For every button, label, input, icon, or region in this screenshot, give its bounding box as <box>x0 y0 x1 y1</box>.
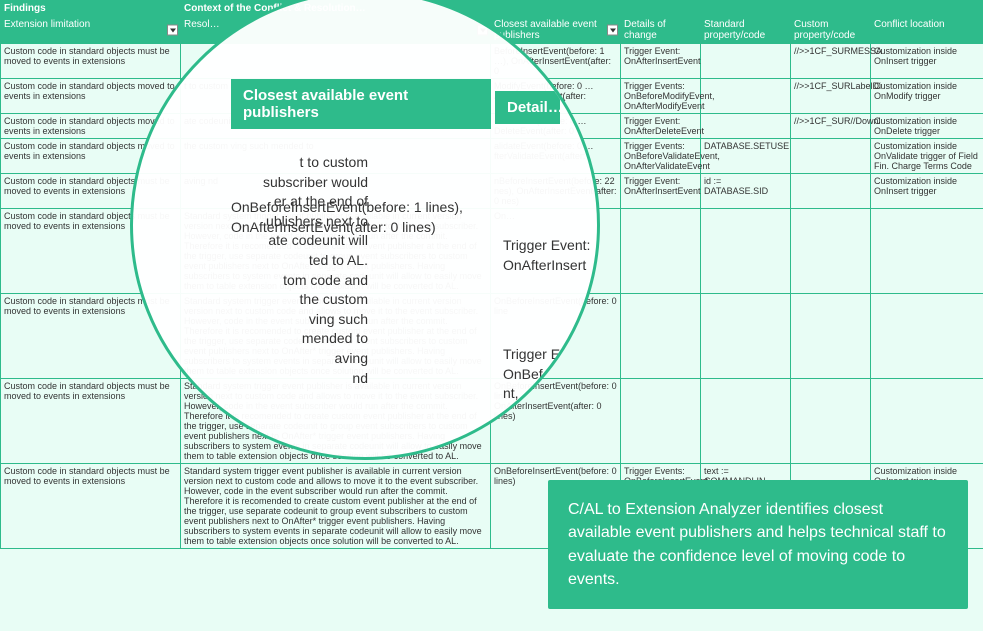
cell-details[interactable]: Trigger Event: OnAfterInsertEvent <box>621 174 701 209</box>
table-row[interactable]: Custom code in standard objects moved to… <box>1 79 983 114</box>
col-extension-limitation[interactable]: Extension limitation <box>1 17 181 44</box>
cell-loc[interactable]: Customization inside OnInsert trigger <box>871 174 983 209</box>
cell-resol[interactable] <box>181 44 491 79</box>
filter-dropdown-icon[interactable] <box>167 25 178 36</box>
cell-details[interactable]: Trigger Event: OnAfterInsertEvent <box>621 44 701 79</box>
cell-stdprop[interactable] <box>701 209 791 294</box>
col-closest-publishers[interactable]: Closest available event publishers <box>491 17 621 44</box>
cell-closest[interactable]: OnBeforeInsertEvent(before: 0 line <box>491 294 621 379</box>
analysis-table: Findings Context of the Conflict & Resol… <box>0 0 983 549</box>
cell-resol[interactable]: aving nd <box>181 174 491 209</box>
group-findings: Findings <box>1 1 181 17</box>
cell-loc[interactable]: Customization inside OnDelete trigger <box>871 114 983 139</box>
table-row[interactable]: Custom code in standard objects moved to… <box>1 139 983 174</box>
cell-resol[interactable]: t to custom subscriber would er at the e… <box>181 79 491 114</box>
cell-details[interactable]: Trigger Event: OnAfterDeleteEvent <box>621 114 701 139</box>
cell-stdprop[interactable]: id := DATABASE.SID <box>701 174 791 209</box>
table-column-header: Extension limitation Resol… Closest avai… <box>1 17 983 44</box>
cell-resol[interactable]: Standard system trigger event publisher … <box>181 379 491 464</box>
cell-custprop[interactable] <box>791 209 871 294</box>
cell-ext[interactable]: Custom code in standard objects moved to… <box>1 139 181 174</box>
cell-closest[interactable]: BeforeInsertEvent(before: 1 …), OnAfterI… <box>491 44 621 79</box>
cell-stdprop[interactable] <box>701 114 791 139</box>
cell-custprop[interactable]: //>>1CF_SURLabelDi <box>791 79 871 114</box>
cell-loc[interactable]: Customization inside OnModify trigger <box>871 79 983 114</box>
table-body: Custom code in standard objects must be … <box>1 44 983 549</box>
cell-details[interactable] <box>621 379 701 464</box>
cell-ext[interactable]: Custom code in standard objects moved to… <box>1 114 181 139</box>
group-context: Context of the Conflict & Resolution… <box>181 1 983 17</box>
cell-loc[interactable]: Customization inside OnValidate trigger … <box>871 139 983 174</box>
info-callout: C/AL to Extension Analyzer identifies cl… <box>548 480 968 609</box>
cell-custprop[interactable]: //>>1CF_SUR//Downl <box>791 114 871 139</box>
cell-closest[interactable]: eleteEvent(before: 4 …DeleteEvent(after:… <box>491 114 621 139</box>
table-row[interactable]: Custom code in standard objects must be … <box>1 379 983 464</box>
table-group-header: Findings Context of the Conflict & Resol… <box>1 1 983 17</box>
col-resolution[interactable]: Resol… <box>181 17 491 44</box>
cell-loc[interactable] <box>871 294 983 379</box>
cell-stdprop[interactable] <box>701 44 791 79</box>
filter-dropdown-icon[interactable] <box>477 25 488 36</box>
col-details[interactable]: Details of change <box>621 17 701 44</box>
cell-custprop[interactable] <box>791 174 871 209</box>
col-conflict-location[interactable]: Conflict location <box>871 17 983 44</box>
col-std-property[interactable]: Standard property/code <box>701 17 791 44</box>
cell-stdprop[interactable] <box>701 379 791 464</box>
cell-loc[interactable] <box>871 209 983 294</box>
table-row[interactable]: Custom code in standard objects moved to… <box>1 114 983 139</box>
cell-ext[interactable]: Custom code in standard objects must be … <box>1 44 181 79</box>
cell-closest[interactable]: OnBeforeInsertEvent(before: 0 lines), On… <box>491 379 621 464</box>
cell-details[interactable]: Trigger Events: OnBeforeValidateEvent, O… <box>621 139 701 174</box>
table-row[interactable]: Custom code in standard objects must be … <box>1 174 983 209</box>
cell-loc[interactable]: Customization inside OnInsert trigger <box>871 44 983 79</box>
cell-resol[interactable]: the custom ving such mended to <box>181 139 491 174</box>
cell-ext[interactable]: Custom code in standard objects must be … <box>1 174 181 209</box>
cell-ext[interactable]: Custom code in standard objects must be … <box>1 294 181 379</box>
filter-dropdown-icon[interactable] <box>607 25 618 36</box>
cell-custprop[interactable] <box>791 294 871 379</box>
table-row[interactable]: Custom code in standard objects must be … <box>1 294 983 379</box>
cell-ext[interactable]: Custom code in standard objects must be … <box>1 464 181 549</box>
cell-ext[interactable]: Custom code in standard objects must be … <box>1 209 181 294</box>
cell-closest[interactable]: ModifyEvent(before: 0 …AfterModifyEvent(… <box>491 79 621 114</box>
cell-ext[interactable]: Custom code in standard objects must be … <box>1 379 181 464</box>
table-row[interactable]: Custom code in standard objects must be … <box>1 44 983 79</box>
cell-resol[interactable]: Standard system trigger event publisher … <box>181 464 491 549</box>
cell-ext[interactable]: Custom code in standard objects moved to… <box>1 79 181 114</box>
col-custom-property[interactable]: Custom property/code <box>791 17 871 44</box>
cell-closest[interactable]: On… <box>491 209 621 294</box>
cell-closest[interactable]: alidateEvent(before: 0 …fterValidateEven… <box>491 139 621 174</box>
cell-closest[interactable]: nBeforeInsertEvent(before: 22 nes), OnAf… <box>491 174 621 209</box>
table-row[interactable]: Custom code in standard objects must be … <box>1 209 983 294</box>
cell-resol[interactable]: ate codeunit will ted to AL. tom code an… <box>181 114 491 139</box>
cell-details[interactable] <box>621 209 701 294</box>
cell-resol[interactable]: Standard system trigger event publisher … <box>181 209 491 294</box>
cell-stdprop[interactable] <box>701 294 791 379</box>
cell-resol[interactable]: Standard system trigger event publisher … <box>181 294 491 379</box>
cell-custprop[interactable]: //>>1CF_SURMESSA <box>791 44 871 79</box>
cell-details[interactable]: Trigger Events: OnBeforeModifyEvent, OnA… <box>621 79 701 114</box>
cell-custprop[interactable] <box>791 379 871 464</box>
cell-custprop[interactable] <box>791 139 871 174</box>
cell-loc[interactable] <box>871 379 983 464</box>
cell-details[interactable] <box>621 294 701 379</box>
